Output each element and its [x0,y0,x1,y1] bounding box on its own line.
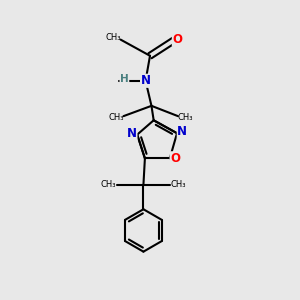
Text: CH₃: CH₃ [106,33,121,42]
Text: N: N [127,127,137,140]
Text: O: O [172,33,182,46]
Text: N: N [141,74,151,87]
Text: N: N [177,125,187,138]
Text: CH₃: CH₃ [101,180,116,189]
Text: CH₃: CH₃ [108,113,124,122]
Text: CH₃: CH₃ [170,180,186,189]
Text: CH₃: CH₃ [178,113,194,122]
Text: O: O [170,152,180,165]
Text: H: H [120,74,129,84]
